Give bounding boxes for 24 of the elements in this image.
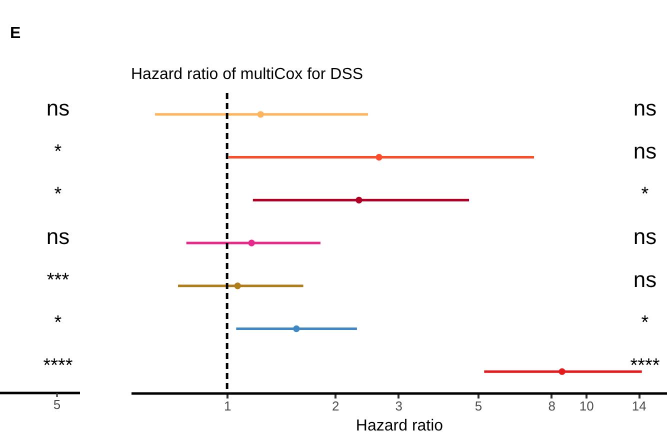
x-tick-label: 5: [474, 398, 482, 414]
text: E: [10, 25, 21, 42]
x-tick-label: 2: [332, 398, 340, 414]
annotation: ns: [633, 95, 657, 120]
text: *: [54, 141, 62, 162]
x-tick-label: 3: [395, 398, 402, 414]
text: *: [54, 312, 62, 334]
x-tick-label: 8: [548, 398, 556, 414]
text: ns: [46, 95, 70, 120]
text: ***: [46, 270, 70, 291]
x-axis-title: Hazard ratio: [356, 418, 444, 434]
text: ns: [46, 224, 70, 249]
annotation: ns: [633, 224, 657, 249]
annotation: ns: [633, 138, 657, 164]
chart-title: Hazard ratio of multiCox for DSS: [131, 66, 364, 83]
x-tick-label: 10: [579, 398, 594, 414]
annotation: ns: [633, 266, 657, 292]
annotation: ****: [630, 356, 660, 377]
text: *: [54, 184, 62, 206]
x-tick-label: 1: [224, 398, 232, 414]
x-tick-label: 14: [632, 398, 646, 414]
text: ****: [43, 356, 74, 377]
annotation: *: [641, 184, 650, 206]
annotation: *: [641, 312, 650, 334]
